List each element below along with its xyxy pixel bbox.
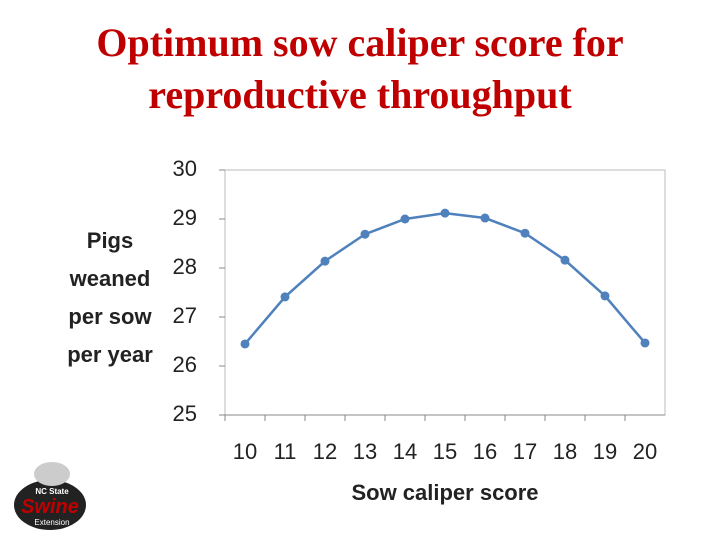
y-tick-label: 25	[173, 401, 197, 426]
x-tick-label: 19	[593, 439, 617, 464]
marker	[320, 256, 330, 266]
x-tick-label: 10	[233, 439, 257, 464]
logo-pig	[34, 462, 70, 486]
logo-main: Swine	[21, 496, 79, 518]
logo: NC State Swine Extension	[14, 462, 86, 530]
marker	[400, 214, 410, 224]
logo-bottom: Extension	[34, 518, 69, 527]
x-tick-label: 18	[553, 439, 577, 464]
x-tick-label: 15	[433, 439, 457, 464]
marker	[240, 339, 250, 349]
marker	[440, 208, 450, 218]
x-axis-label: Sow caliper score	[351, 480, 538, 505]
marker	[360, 229, 370, 239]
x-tick-label: 12	[313, 439, 337, 464]
marker	[560, 255, 570, 265]
y-tick-label: 27	[173, 303, 197, 328]
x-tick-label: 16	[473, 439, 497, 464]
marker	[520, 228, 530, 238]
x-tick-label: 11	[274, 439, 297, 464]
chart-title: Optimum sow caliper score for reproductiv…	[96, 20, 623, 117]
marker	[640, 338, 650, 348]
x-tick-label: 20	[633, 439, 657, 464]
y-axis-label: per year	[67, 342, 153, 367]
y-tick-label: 28	[173, 254, 197, 279]
y-tick-label: 29	[173, 205, 197, 230]
y-axis-label: per sow	[68, 304, 152, 329]
y-tick-label: 30	[173, 156, 197, 181]
x-tick-label: 13	[353, 439, 377, 464]
marker	[600, 291, 610, 301]
y-axis-label: weaned	[69, 266, 151, 291]
y-axis-label: Pigs	[87, 228, 133, 253]
x-tick-label: 17	[513, 439, 537, 464]
line	[244, 211, 646, 345]
marker	[280, 292, 290, 302]
y-tick-label: 26	[173, 352, 197, 377]
x-tick-label: 14	[393, 439, 417, 464]
logo-top: NC State	[35, 487, 69, 496]
marker	[480, 213, 490, 223]
logo-badge	[14, 480, 86, 530]
